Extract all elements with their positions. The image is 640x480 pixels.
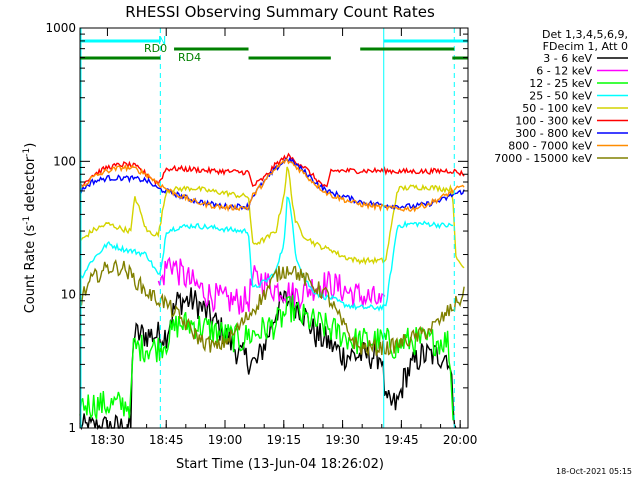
x-tick-label-0: 18:30 [90, 433, 125, 447]
x-tick-label-4: 19:30 [325, 433, 360, 447]
x-axis-label: Start Time (13-Jun-04 18:26:02) [176, 457, 384, 472]
y-tick-label-2: 100 [53, 154, 76, 168]
series-line-8 [79, 258, 465, 357]
state-bar-label-2: RD4 [178, 51, 201, 64]
y-axis-label-main: Count Rate (s [23, 225, 38, 314]
chart-title: RHESSI Observing Summary Count Rates [125, 3, 435, 21]
x-tick-label-1: 18:45 [149, 433, 184, 447]
plot-frame [79, 27, 469, 429]
x-tick-label-5: 19:45 [384, 433, 419, 447]
y-axis-label: Count Rate (s-1 detector-1) [22, 143, 38, 314]
legend: Det 1,3,4,5,6,9, FDecim 1, Att 0 3 - 6 k… [494, 28, 628, 165]
legend-header-line-1: Det 1,3,4,5,6,9, [542, 28, 628, 41]
series-line-0 [79, 287, 457, 431]
legend-label-2: 12 - 25 keV [529, 77, 592, 90]
legend-header-line-2: FDecim 1, Att 0 [543, 40, 628, 53]
series-line-1 [157, 256, 386, 315]
y-tick-label-0: 1 [68, 421, 76, 435]
legend-label-4: 50 - 100 keV [522, 102, 592, 115]
legend-label-3: 25 - 50 keV [529, 90, 592, 103]
series-line-3 [79, 196, 454, 312]
series-line-5 [79, 152, 465, 188]
y-axis: 1 10 100 1000 [45, 21, 468, 435]
legend-label-6: 300 - 800 keV [515, 127, 592, 140]
y-axis-label-sup1: -1 [22, 216, 32, 225]
series-line-7 [79, 158, 465, 213]
y-axis-label-sup2: -1 [22, 148, 32, 157]
x-axis: 18:30 18:45 19:00 19:15 19:30 19:45 20:00 [87, 28, 478, 447]
x-tick-label-2: 19:00 [208, 433, 243, 447]
x-tick-label-6: 20:00 [443, 433, 478, 447]
state-bar-label-1: RD0 [144, 42, 167, 55]
y-axis-label-mid: detector [23, 156, 38, 216]
legend-label-7: 800 - 7000 keV [508, 140, 592, 153]
y-tick-label-3: 1000 [45, 21, 76, 35]
y-tick-label-1: 10 [61, 288, 76, 302]
x-tick-label-3: 19:15 [267, 433, 302, 447]
state-bar-label-0: N [158, 34, 166, 47]
y-axis-label-end: ) [23, 143, 38, 148]
timestamp: 18-Oct-2021 05:15 [556, 467, 632, 476]
series-line-4 [79, 166, 465, 269]
legend-label-1: 6 - 12 keV [536, 65, 592, 78]
legend-label-8: 7000 - 15000 keV [494, 152, 592, 165]
legend-label-5: 100 - 300 keV [515, 115, 592, 128]
legend-label-0: 3 - 6 keV [543, 52, 592, 65]
